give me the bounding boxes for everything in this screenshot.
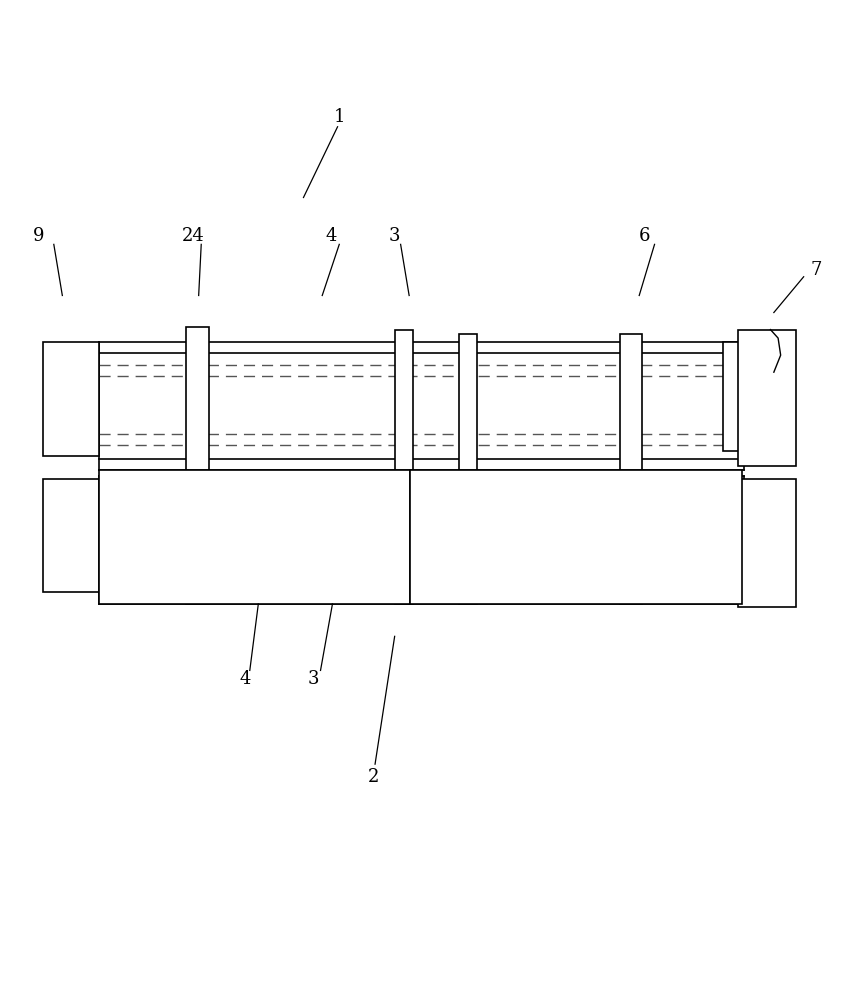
Bar xyxy=(459,334,477,470)
Bar xyxy=(395,330,413,470)
Bar xyxy=(738,330,796,466)
Bar xyxy=(186,476,209,604)
Bar xyxy=(459,476,477,604)
Bar xyxy=(738,479,796,607)
Text: 1: 1 xyxy=(333,108,345,126)
Text: 24: 24 xyxy=(181,227,204,245)
Bar xyxy=(42,479,99,592)
Text: 2: 2 xyxy=(368,768,379,786)
Bar xyxy=(723,484,757,592)
Text: 6: 6 xyxy=(638,227,650,245)
Text: 3: 3 xyxy=(389,227,400,245)
Bar xyxy=(723,342,757,451)
Text: 4: 4 xyxy=(325,227,336,245)
Bar xyxy=(620,476,642,604)
Text: 7: 7 xyxy=(811,261,822,279)
Bar xyxy=(395,476,413,604)
Bar xyxy=(620,334,642,470)
Text: 3: 3 xyxy=(308,670,320,688)
Bar xyxy=(186,327,209,470)
Text: 4: 4 xyxy=(240,670,251,688)
Text: 9: 9 xyxy=(33,227,44,245)
Bar xyxy=(42,342,99,456)
Bar xyxy=(410,470,742,604)
Bar xyxy=(99,470,410,604)
